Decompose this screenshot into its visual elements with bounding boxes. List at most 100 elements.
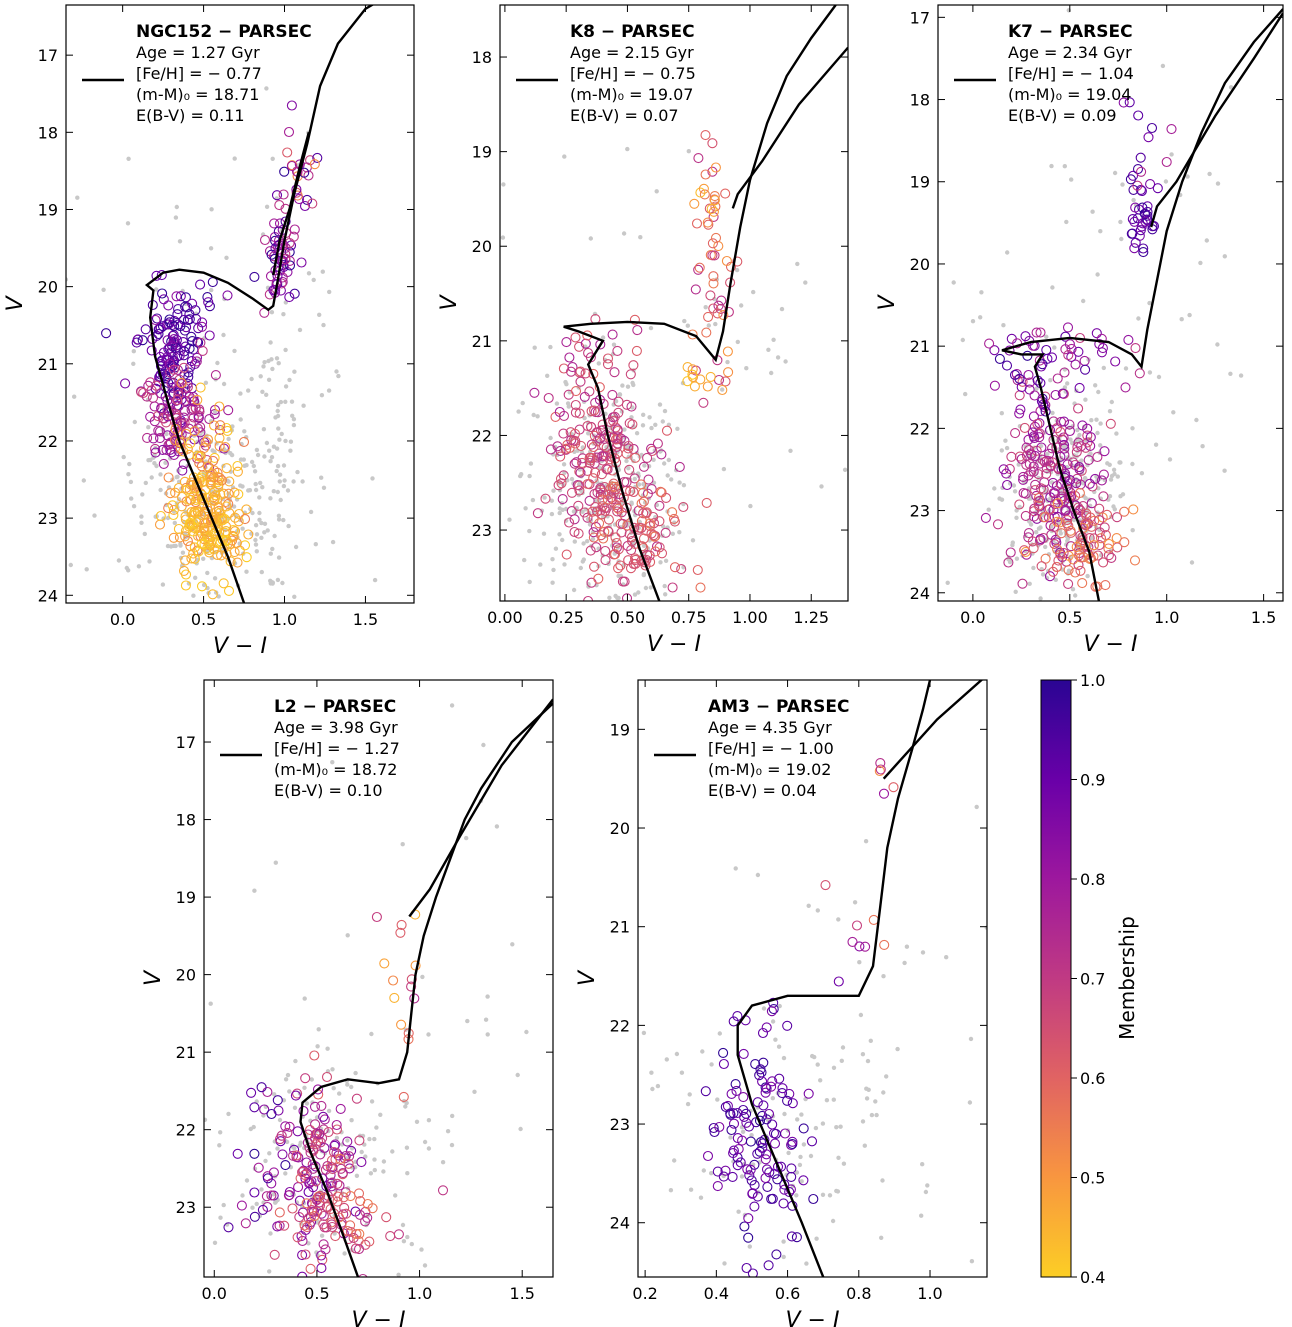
field-star: [806, 903, 811, 908]
member-star: [327, 1221, 338, 1233]
y-tick-label: 20: [910, 255, 930, 274]
member-star: [1099, 446, 1110, 457]
member-star: [150, 443, 161, 454]
member-star: [1051, 480, 1062, 492]
member-star: [1063, 578, 1074, 589]
field-star: [1204, 238, 1210, 243]
member-star: [274, 200, 285, 211]
member-star: [192, 394, 203, 405]
field-star: [414, 1119, 420, 1125]
member-star: [222, 425, 233, 436]
member-star: [208, 543, 219, 555]
member-star: [341, 1208, 352, 1219]
member-star: [661, 425, 673, 436]
member-star: [695, 187, 706, 198]
member-star: [188, 491, 199, 502]
member-star: [698, 183, 709, 194]
field-star: [860, 1119, 866, 1124]
member-star: [165, 488, 176, 499]
field-star: [779, 306, 785, 312]
member-star: [624, 418, 635, 429]
field-star: [664, 1057, 669, 1062]
member-star: [700, 1086, 711, 1097]
field-star: [999, 411, 1004, 416]
member-star: [561, 549, 572, 560]
field-star: [196, 655, 200, 659]
field-star: [405, 1234, 410, 1240]
field-star: [677, 530, 682, 535]
field-star: [139, 520, 144, 525]
field-star: [231, 504, 237, 509]
field-star: [252, 888, 257, 893]
field-star: [801, 1142, 807, 1147]
field-star: [655, 1083, 661, 1089]
member-star: [994, 353, 1005, 364]
field-star: [419, 1247, 424, 1252]
member-star: [613, 544, 624, 555]
member-star: [984, 338, 995, 349]
field-star: [830, 1218, 836, 1224]
field-star: [172, 520, 177, 526]
field-star: [400, 842, 405, 847]
field-star: [1156, 374, 1162, 380]
member-star: [720, 188, 731, 199]
member-star: [1053, 555, 1064, 566]
field-star: [658, 560, 663, 565]
field-star: [276, 426, 281, 431]
field-star: [625, 146, 630, 152]
member-star: [529, 387, 540, 398]
field-star: [1083, 397, 1088, 402]
member-star: [874, 765, 885, 777]
field-star: [561, 462, 567, 467]
field-star: [369, 1099, 375, 1104]
field-star: [814, 1236, 819, 1241]
x-tick-label: 1.0: [1154, 608, 1179, 627]
field-star: [1104, 627, 1108, 631]
member-star: [879, 939, 890, 950]
member-star: [199, 534, 210, 545]
member-star: [184, 494, 195, 506]
member-star: [195, 382, 206, 393]
field-star: [992, 486, 997, 491]
field-star: [863, 1319, 867, 1323]
field-star: [1004, 445, 1010, 451]
field-star: [1061, 444, 1067, 449]
field-star: [238, 483, 243, 488]
member-star: [718, 1058, 729, 1070]
field-star: [229, 452, 235, 458]
field-star: [559, 680, 563, 684]
member-star: [629, 553, 641, 564]
member-star: [1060, 331, 1071, 342]
x-tick-label: 0.4: [704, 1284, 729, 1303]
member-star: [694, 262, 705, 273]
member-star: [1103, 543, 1114, 554]
y-tick-label: 23: [176, 1198, 196, 1217]
field-star: [761, 1006, 767, 1011]
field-star: [999, 448, 1004, 453]
member-star: [726, 1124, 737, 1136]
member-star: [398, 1091, 409, 1102]
member-star: [188, 412, 199, 423]
field-star: [712, 296, 717, 302]
member-star: [406, 981, 417, 992]
member-star: [1128, 504, 1139, 515]
member-star: [193, 412, 204, 423]
field-star: [686, 149, 691, 154]
member-star: [185, 541, 196, 552]
field-star: [209, 287, 214, 293]
member-star: [621, 477, 632, 488]
member-star: [1094, 515, 1105, 526]
field-star: [158, 487, 163, 493]
field-star: [259, 535, 264, 540]
member-star: [1033, 496, 1044, 507]
member-star: [272, 1221, 283, 1232]
y-tick-label: 24: [610, 1214, 630, 1233]
member-star: [385, 1231, 396, 1242]
field-star: [222, 447, 227, 452]
field-star: [545, 373, 550, 378]
param-line: (m-M)₀ = 19.07: [570, 85, 693, 104]
field-star: [101, 287, 106, 292]
member-star: [668, 513, 680, 524]
field-star: [401, 1239, 407, 1244]
member-star: [570, 407, 581, 418]
